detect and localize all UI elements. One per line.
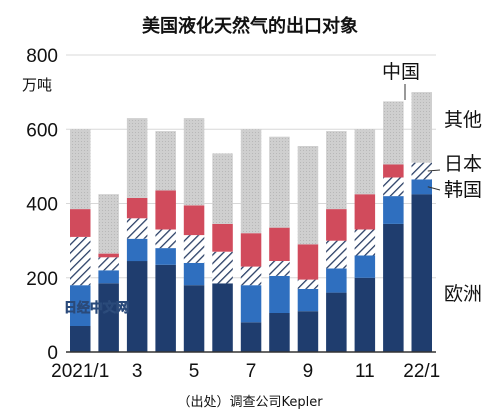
bar-segment-europe [212, 283, 233, 352]
bar-segment-other [326, 131, 347, 210]
x-tick-label: 3 [132, 361, 143, 382]
bar-segment-china [269, 227, 290, 261]
source-note: （出处）调查公司Kepler [177, 395, 323, 410]
bar-segment-other [297, 146, 319, 245]
bar-segment-other [183, 118, 205, 206]
bar-segment-japan [326, 240, 347, 269]
bar-segment-europe [70, 326, 91, 352]
legend-label-japan: 日本 [444, 153, 482, 175]
bar-segment-china [98, 253, 119, 258]
bar-segment-europe [411, 194, 432, 352]
bar-segment-other [70, 129, 91, 210]
bar-segment-other [383, 101, 404, 165]
bar-segment-korea [70, 285, 91, 326]
bar-segment-europe [297, 311, 319, 352]
x-tick-label: 11 [355, 361, 375, 382]
bar-segment-japan [155, 229, 176, 249]
bar-segment-europe [240, 322, 262, 352]
bar-segment-china [240, 233, 262, 267]
bar-segment-korea [383, 196, 404, 224]
bar-segment-europe [383, 223, 404, 352]
bar-segment-europe [269, 313, 290, 352]
bar-segment-japan [212, 251, 233, 284]
bar-segment-china [183, 205, 205, 236]
bar-segment-other [354, 129, 376, 195]
legend-label-china: 中国 [382, 61, 420, 83]
bar-segment-europe [155, 264, 176, 352]
x-tick-label: 5 [189, 361, 200, 382]
bar-segment-china [326, 209, 347, 241]
legend-leader-korea [427, 186, 441, 191]
bar-segment-china [126, 197, 148, 219]
bar-segment-europe [354, 277, 376, 353]
bar-segment-europe [126, 261, 148, 352]
legend-label-other: 其他 [444, 109, 482, 131]
bar-segment-other [212, 153, 233, 224]
x-tick-label: 7 [246, 361, 257, 382]
bar-segment-korea [240, 285, 262, 323]
bar-segment-japan [269, 261, 290, 276]
y-tick-label: 400 [26, 195, 58, 216]
x-axis-ticks: 2021/1 3 5 7 9 11 22/1 [51, 361, 440, 382]
unit-label: 万吨 [22, 76, 52, 94]
y-tick-label: 200 [26, 269, 58, 290]
bar-segment-japan [183, 235, 205, 263]
bar-segment-japan [98, 257, 119, 271]
bar-segment-china [297, 244, 319, 280]
bar-segment-china [383, 164, 404, 178]
bar-segment-japan [240, 266, 262, 286]
x-tick-label: 2021/1 [51, 361, 109, 382]
bar-segment-korea [297, 288, 319, 312]
bar-segment-china [70, 209, 91, 237]
bar-segment-other [240, 129, 262, 234]
legend-leader-japan [427, 169, 441, 172]
bar-segment-japan [70, 236, 91, 286]
bar-segment-japan [126, 218, 148, 239]
bar-segment-japan [354, 229, 376, 256]
bar-segment-other [269, 136, 290, 228]
x-tick-label: 9 [303, 361, 314, 382]
bar-segment-korea [183, 262, 205, 286]
y-tick-label: 600 [26, 120, 58, 141]
bar-segment-korea [126, 238, 148, 262]
x-tick-label: 22/1 [403, 361, 440, 382]
bar-segment-korea [155, 248, 176, 265]
watermark-text: 日经中文网 [64, 300, 129, 316]
y-axis-ticks: 0 200 400 600 800 [26, 46, 58, 364]
bar-segment-europe [326, 292, 347, 352]
bar-segment-china [155, 190, 176, 230]
legend-label-europe: 欧洲 [444, 283, 482, 305]
bar-segment-korea [354, 255, 376, 278]
bar-segment-other [155, 131, 176, 191]
bar-segment-europe [183, 285, 205, 352]
bar-segment-korea [326, 268, 347, 293]
y-tick-label: 0 [47, 343, 58, 364]
bar-segment-japan [383, 177, 404, 197]
bar-segment-korea [98, 270, 119, 284]
bar-segment-korea [269, 275, 290, 313]
bar-segment-other [126, 118, 148, 198]
y-tick-label: 800 [26, 46, 58, 67]
bar-segment-other [98, 194, 119, 254]
bar-segment-korea [411, 179, 432, 195]
legend-label-korea: 韩国 [444, 179, 482, 201]
bar-segment-europe [98, 283, 119, 352]
bar-segment-japan [411, 162, 432, 180]
bar-segment-china [212, 223, 233, 252]
bars-group [70, 92, 432, 353]
bar-segment-china [354, 194, 376, 230]
chart-title: 美国液化天然气的出口对象 [142, 15, 358, 37]
bar-segment-japan [297, 279, 319, 289]
bar-segment-other [411, 92, 432, 163]
